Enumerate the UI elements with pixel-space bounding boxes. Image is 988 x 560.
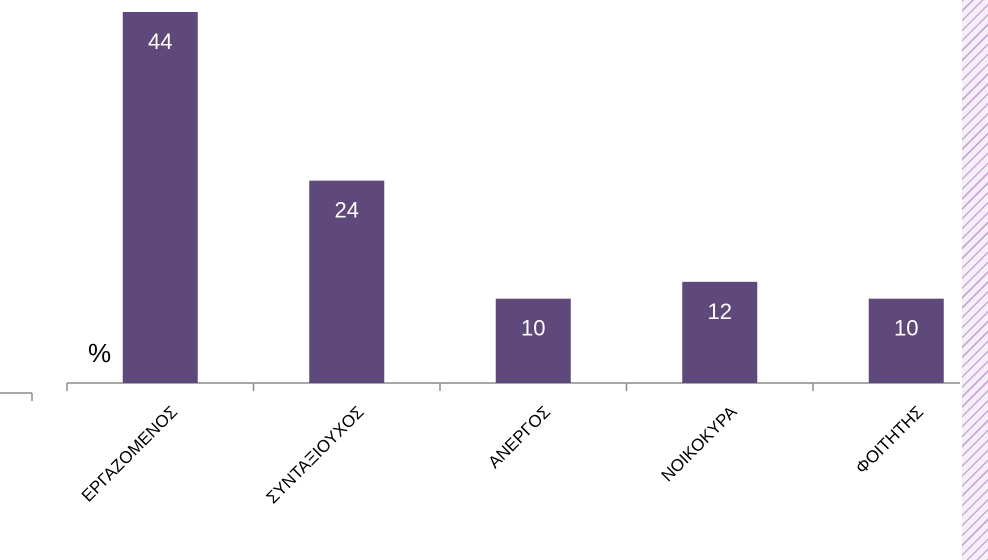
bar bbox=[868, 298, 944, 383]
bar-chart: 44 24 10 12 10 ΕΡΓΑΖΟΜΕΝΟΣ ΣΥΝΤΑΞΙΟΥΧΟΣ ΑΝΕΡΓΟ… bbox=[0, 12, 960, 507]
bar bbox=[682, 281, 758, 383]
bar bbox=[122, 12, 198, 383]
decorative-border bbox=[962, 0, 988, 560]
bar bbox=[495, 298, 571, 383]
x-tick-label: ΑΝΕΡΓΟΣ bbox=[485, 402, 555, 472]
x-axis bbox=[66, 382, 960, 391]
y-unit-label: % bbox=[88, 338, 111, 368]
bars bbox=[122, 12, 944, 383]
data-label: 24 bbox=[335, 198, 359, 223]
data-label: 10 bbox=[894, 316, 918, 341]
x-tick-label: ΦΟΙΤΗΤΗΣ bbox=[852, 402, 927, 477]
x-tick-label: ΣΥΝΤΑΞΙΟΥΧΟΣ bbox=[263, 402, 368, 507]
x-tick-labels: ΕΡΓΑΖΟΜΕΝΟΣ ΣΥΝΤΑΞΙΟΥΧΟΣ ΑΝΕΡΓΟΣ ΝΟΙΚΟΚΥΡΑ Φ… bbox=[78, 402, 927, 507]
data-label: 10 bbox=[521, 316, 545, 341]
x-tick-label: ΝΟΙΚΟΚΥΡΑ bbox=[658, 402, 741, 485]
data-label: 12 bbox=[708, 299, 732, 324]
bar bbox=[309, 180, 385, 383]
x-tick-label: ΕΡΓΑΖΟΜΕΝΟΣ bbox=[78, 402, 181, 505]
data-labels: 44 24 10 12 10 bbox=[148, 29, 918, 341]
data-label: 44 bbox=[148, 29, 172, 54]
